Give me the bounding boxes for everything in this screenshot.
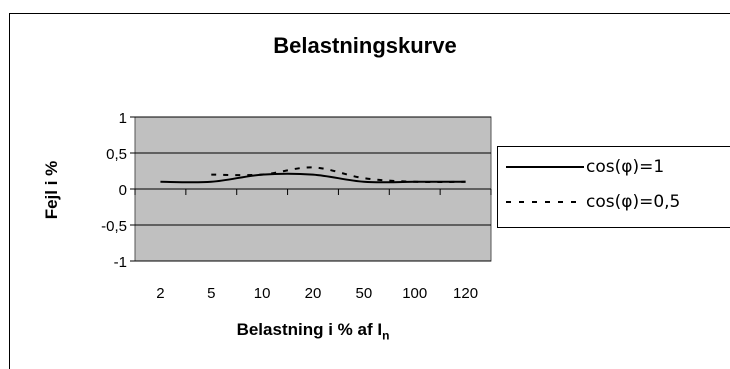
chart-title: Belastningskurve: [273, 33, 457, 58]
legend-label-cos1: cos(φ)=1: [586, 157, 665, 177]
x-tick-label: 5: [207, 285, 215, 302]
y-tick-label: 1: [119, 110, 127, 127]
y-tick-label: 0: [119, 182, 127, 199]
x-tick-label: 120: [453, 285, 478, 302]
y-tick-label: -1: [114, 254, 127, 271]
legend-label-cos05: cos(φ)=0,5: [586, 192, 681, 212]
y-tick-label: 0,5: [106, 146, 127, 163]
x-tick-label: 50: [356, 285, 373, 302]
legend: cos(φ)=1 cos(φ)=0,5: [497, 146, 730, 228]
x-tick-label: 20: [305, 285, 322, 302]
y-axis-label: Fejl i %: [42, 160, 61, 220]
legend-swatch-dotted: [506, 201, 584, 203]
x-axis-label: Belastning i % af In: [135, 320, 491, 342]
x-tick-label: 2: [156, 285, 164, 302]
x-axis-label-subscript: n: [382, 328, 390, 343]
x-tick-label: 100: [402, 285, 427, 302]
legend-item-cos05: cos(φ)=0,5: [506, 190, 680, 214]
y-tick-label: -0,5: [101, 218, 127, 235]
chart-frame: [9, 13, 730, 369]
legend-swatch-solid: [506, 166, 584, 168]
legend-item-cos1: cos(φ)=1: [506, 155, 664, 179]
x-axis-label-text: Belastning i % af I: [236, 320, 383, 339]
x-tick-label: 10: [254, 285, 271, 302]
